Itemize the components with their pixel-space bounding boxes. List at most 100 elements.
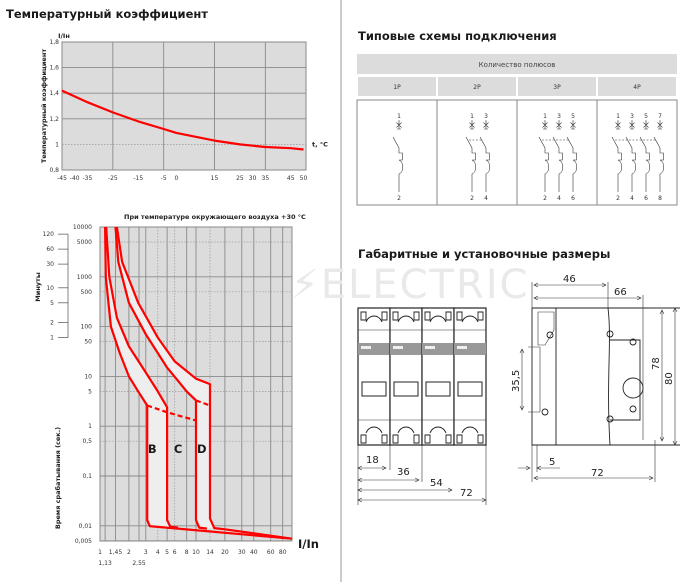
handle	[425, 346, 435, 349]
dim-66: 66	[614, 287, 627, 298]
x-tick-label-lower: 2,55	[132, 560, 146, 567]
x-tick-label: 0	[174, 175, 178, 182]
x-tick-label: 4	[156, 549, 160, 556]
breaker-pole-symbol	[639, 120, 651, 192]
trip-curve-3	[114, 226, 208, 530]
minutes-tick-label: 2	[50, 320, 54, 327]
bottom-terminal	[456, 426, 484, 444]
y-tick-seconds: 5	[88, 388, 92, 395]
x-tick-label: 30	[249, 175, 257, 182]
y-tick-seconds: 10000	[73, 224, 92, 231]
dim-78: 78	[651, 357, 662, 370]
bottom-terminal	[424, 426, 452, 444]
dim-36: 36	[397, 467, 410, 478]
terminal-bottom: 2	[470, 195, 474, 202]
y-tick-seconds: 10	[84, 373, 92, 380]
terminal-bottom: 6	[571, 195, 575, 202]
screw	[541, 408, 549, 416]
breaker-pole-symbol	[552, 120, 564, 192]
y-axis-label: Температурный коэффициент	[40, 49, 48, 163]
x-tick-label: 3	[144, 549, 148, 556]
minutes-tick-label: 30	[46, 261, 54, 268]
poles-table: Количество полюсов 1P 1 2 2P 1 2 3 4 3P 1 2 3 4 5 6 4P 1…	[356, 54, 678, 206]
dimension-72-depth	[533, 475, 654, 481]
module	[389, 307, 423, 446]
x-tick-label: 60	[267, 549, 275, 556]
breaker-pole-symbol	[653, 120, 665, 192]
x-tick-label: -40	[70, 175, 80, 182]
x-tick-label: 20	[221, 549, 229, 556]
minutes-axis-label: Минуты	[34, 272, 42, 302]
dimension-66	[533, 295, 642, 301]
temperature-title: Температурный коэффициент	[6, 7, 208, 21]
time-current-chart: 10000 5000 1000 500 100 50 10 5 1 0,5 0,1 0,01 0,005…	[34, 224, 319, 567]
scheme-cell	[596, 99, 678, 206]
module	[357, 307, 391, 446]
x-tick-label: 15	[211, 175, 219, 182]
top-terminal	[360, 311, 388, 323]
dim-18: 18	[366, 455, 379, 466]
trip-curve-2	[105, 226, 179, 529]
x-tick-label: 1,45	[109, 549, 123, 556]
module	[421, 307, 455, 446]
dim-35-5: 35,5	[511, 370, 522, 392]
tc-chart-title: При температуре окружающего воздуха +30 …	[124, 213, 306, 221]
screw	[606, 330, 614, 338]
poles-header: Количество полюсов	[479, 61, 556, 69]
x-tick-label: 35	[262, 175, 270, 182]
minutes-tick-label: 5	[50, 300, 54, 307]
trip-curve-dashed-1	[146, 404, 197, 422]
y-tick-seconds: 1000	[77, 274, 92, 281]
x-tick-label: 80	[279, 549, 287, 556]
x-tick-label: -15	[133, 175, 143, 182]
label-window	[361, 381, 387, 397]
terminal-top: 1	[470, 113, 474, 120]
trip-curve-4	[115, 226, 293, 540]
dimension-46	[533, 282, 607, 288]
screw	[606, 415, 614, 423]
label-window	[393, 381, 419, 397]
x-axis-label: I/In	[298, 537, 319, 551]
terminal-top: 1	[397, 113, 401, 120]
pole-label-cell	[598, 77, 676, 96]
handle	[361, 346, 371, 349]
dimension-5	[518, 465, 560, 471]
bottom-terminal	[392, 426, 420, 444]
dim-72-width: 72	[460, 488, 473, 499]
x-tick-label: 40	[250, 549, 258, 556]
minutes-tick-label: 10	[46, 285, 54, 292]
y-tick-seconds: 0,5	[82, 438, 92, 445]
dimension-labels: 18 36 54 72 46 66 78 80 35,5 5 72	[366, 274, 675, 499]
breaker-pole-symbol	[465, 120, 477, 192]
curve-label-d: D	[197, 442, 207, 456]
schemes-title: Типовые схемы подключения	[358, 29, 557, 43]
terminal-bottom: 2	[397, 195, 401, 202]
y-tick-seconds: 50	[84, 339, 92, 346]
screw	[629, 405, 637, 413]
temperature-curve	[61, 89, 304, 151]
x-tick-label: -25	[108, 175, 118, 182]
y-tick-seconds: 100	[81, 324, 93, 331]
poles-header-cell	[357, 54, 677, 74]
terminal-top: 7	[658, 113, 662, 120]
temperature-chart: 0,8 1 1,2 1,4 1,6 1,8 -45 -40 -35 -25 -15 -5 0 15 25 30…	[40, 32, 328, 182]
dim-46: 46	[563, 274, 576, 285]
trip-curve-dashed-2	[195, 399, 211, 407]
terminal-top: 3	[557, 113, 561, 120]
dim-72-depth: 72	[591, 468, 604, 479]
minutes-tick-label: 60	[46, 246, 54, 253]
breaker-pole-symbol	[611, 120, 623, 192]
x-tick-label-lower: 1,13	[98, 560, 112, 567]
terminal-top: 1	[543, 113, 547, 120]
side-view-drawing	[518, 282, 680, 482]
terminal-bottom: 4	[630, 195, 634, 202]
minutes-tick-label: 120	[43, 231, 55, 238]
extension-lines	[357, 445, 487, 505]
x-tick-label: 5	[165, 549, 169, 556]
x-axis-label: t, °C	[312, 140, 328, 148]
x-tick-label: 50	[300, 175, 308, 182]
terminal-bottom: 4	[484, 195, 488, 202]
x-tick-label: 25	[236, 175, 244, 182]
y-tick-seconds: 500	[81, 289, 93, 296]
top-terminal	[456, 311, 484, 323]
